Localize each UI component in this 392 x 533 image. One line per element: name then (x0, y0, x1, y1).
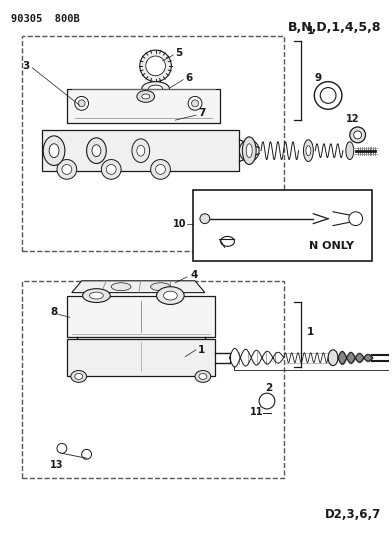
Ellipse shape (75, 96, 89, 110)
Ellipse shape (156, 287, 184, 304)
Text: 2: 2 (265, 383, 272, 393)
Ellipse shape (142, 94, 150, 99)
Ellipse shape (89, 292, 103, 299)
Ellipse shape (71, 370, 87, 382)
Ellipse shape (346, 142, 354, 159)
Text: 1: 1 (198, 345, 205, 355)
Circle shape (102, 159, 121, 179)
Text: 10: 10 (172, 219, 186, 229)
Text: D2,3,6,7: D2,3,6,7 (325, 508, 381, 521)
Circle shape (106, 165, 116, 174)
Text: 1: 1 (307, 327, 314, 337)
Ellipse shape (390, 351, 392, 365)
Ellipse shape (137, 91, 154, 102)
Bar (67, 339, 215, 376)
Ellipse shape (195, 370, 211, 382)
Circle shape (320, 87, 336, 103)
Circle shape (350, 127, 366, 143)
Circle shape (57, 159, 77, 179)
Circle shape (57, 443, 67, 453)
Circle shape (151, 159, 171, 179)
Circle shape (146, 56, 165, 76)
Ellipse shape (328, 350, 338, 366)
Ellipse shape (132, 139, 150, 163)
Ellipse shape (111, 283, 131, 290)
Text: 6: 6 (185, 72, 192, 83)
Ellipse shape (192, 100, 198, 107)
Ellipse shape (75, 374, 83, 379)
Circle shape (259, 393, 275, 409)
Circle shape (62, 165, 72, 174)
Polygon shape (72, 281, 205, 293)
Text: 3: 3 (22, 61, 30, 71)
Bar (67, 88, 220, 123)
Circle shape (349, 212, 363, 225)
Bar (67, 296, 215, 337)
Ellipse shape (83, 289, 110, 303)
Bar (22, 36, 284, 251)
Ellipse shape (199, 345, 211, 353)
Ellipse shape (242, 137, 256, 165)
Ellipse shape (151, 283, 171, 290)
Ellipse shape (142, 82, 169, 95)
Text: 13: 13 (50, 460, 64, 470)
Circle shape (156, 165, 165, 174)
Bar (42, 130, 240, 172)
Bar (193, 190, 372, 261)
Ellipse shape (71, 345, 83, 353)
Circle shape (82, 449, 91, 459)
Ellipse shape (78, 100, 85, 107)
Circle shape (140, 50, 171, 82)
Text: 12: 12 (346, 114, 359, 124)
Text: 11: 11 (250, 407, 264, 417)
Ellipse shape (306, 146, 311, 156)
Text: 8: 8 (50, 308, 57, 317)
Ellipse shape (163, 291, 177, 300)
Text: 4: 4 (190, 270, 198, 280)
Circle shape (314, 82, 342, 109)
Text: N ONLY: N ONLY (309, 241, 354, 251)
Ellipse shape (188, 96, 202, 110)
Text: 9: 9 (315, 72, 322, 83)
Text: 7: 7 (198, 108, 205, 118)
Ellipse shape (199, 374, 207, 379)
Circle shape (200, 214, 210, 224)
Text: B,N,D,1,4,5,8: B,N,D,1,4,5,8 (288, 21, 381, 34)
Circle shape (354, 131, 361, 139)
Ellipse shape (87, 138, 106, 164)
Text: 90305  800B: 90305 800B (11, 14, 80, 23)
Ellipse shape (137, 146, 145, 156)
Ellipse shape (49, 144, 59, 158)
Text: 5: 5 (175, 48, 183, 58)
Ellipse shape (43, 136, 65, 165)
Bar (22, 281, 284, 478)
Text: 1: 1 (307, 26, 314, 36)
Ellipse shape (246, 144, 252, 158)
Ellipse shape (303, 140, 313, 161)
Ellipse shape (92, 145, 101, 157)
Ellipse shape (149, 85, 162, 92)
